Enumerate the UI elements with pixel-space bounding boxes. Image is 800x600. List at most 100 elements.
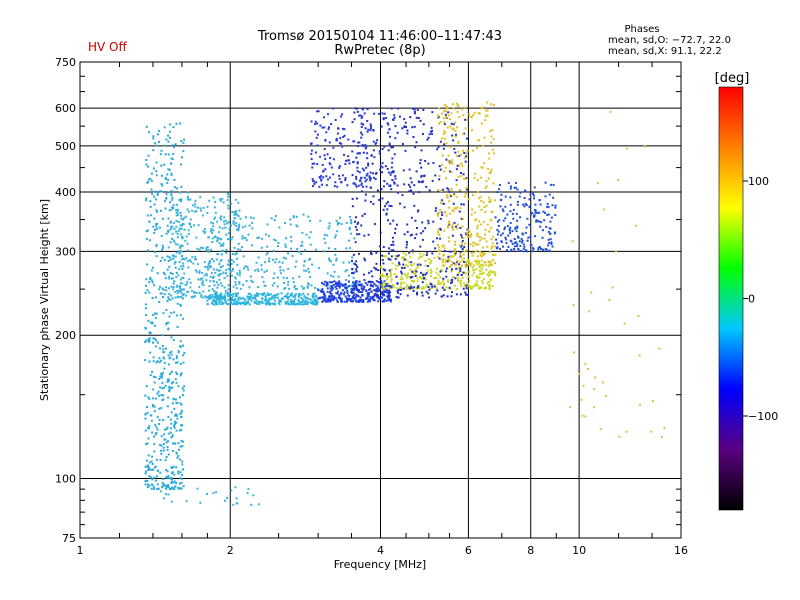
scatter-point [420,149,423,152]
scatter-point [462,218,465,221]
scatter-point [227,195,230,198]
scatter-point [335,259,338,262]
scatter-point [299,303,302,306]
scatter-point [237,229,240,232]
scatter-point [303,295,306,298]
scatter-point [354,299,357,302]
scatter-point [165,428,168,431]
scatter-point [156,416,159,419]
scatter-point [425,283,428,286]
scatter-point [149,332,152,335]
scatter-point [484,119,487,122]
scatter-point [253,295,256,298]
scatter-point [462,173,465,176]
scatter-point [458,189,461,192]
scatter-point [463,151,466,154]
scatter-point [429,287,432,290]
scatter-point [385,202,388,205]
scatter-point [323,237,326,240]
scatter-point [171,158,174,161]
scatter-point [326,234,329,237]
scatter-point [234,213,237,216]
scatter-point [170,500,173,503]
scatter-point [515,245,518,248]
scatter-point [593,388,596,391]
scatter-point [415,226,418,229]
scatter-point [509,239,512,242]
scatter-point [325,175,328,178]
scatter-point [450,122,453,125]
scatter-point [437,214,440,217]
scatter-point [148,239,151,242]
scatter-point [176,243,179,246]
scatter-point [149,278,152,281]
scatter-points [144,101,666,506]
scatter-point [350,288,353,291]
scatter-point [211,302,214,305]
scatter-point [359,283,362,286]
scatter-point [234,283,237,286]
scatter-point [365,297,368,300]
scatter-point [170,436,173,439]
scatter-point [366,157,369,160]
scatter-point [237,225,240,228]
scatter-point [223,216,226,219]
scatter-point [407,272,410,275]
scatter-point [456,206,459,209]
scatter-point [489,171,492,174]
scatter-point [509,226,512,229]
scatter-point [360,182,363,185]
scatter-point [159,386,162,389]
scatter-point [233,246,236,249]
scatter-point [392,170,395,173]
scatter-point [490,168,493,171]
y-tick-label: 600 [55,102,76,115]
scatter-point [287,280,290,283]
scatter-point [443,287,446,290]
scatter-point [330,284,333,287]
scatter-point [150,487,153,490]
scatter-point [161,481,164,484]
scatter-point [414,107,417,110]
scatter-point [352,262,355,265]
scatter-point [395,256,398,259]
scatter-point [337,127,340,130]
scatter-point [215,292,218,295]
scatter-point [399,285,402,288]
scatter-point [156,272,159,275]
scatter-point [467,258,470,261]
scatter-point [451,209,454,212]
scatter-point [163,497,166,500]
x-ticks: 1 2 4 6 8 10 16 [77,62,688,557]
scatter-point [547,244,550,247]
scatter-point [425,272,428,275]
scatter-point [394,125,397,128]
scatter-point [218,299,221,302]
scatter-point [173,280,176,283]
scatter-point [168,389,171,392]
scatter-point [387,123,390,126]
scatter-point [405,253,408,256]
scatter-point [191,209,194,212]
phase-stats-o: mean, sd,O: −72.7, 22.0 [608,35,731,46]
scatter-point [427,292,430,295]
scatter-point [222,296,225,299]
scatter-point [148,220,151,223]
scatter-point [267,301,270,304]
scatter-point [451,127,454,130]
scatter-point [219,282,222,285]
scatter-point [273,282,276,285]
scatter-point [156,487,159,490]
scatter-point [149,276,152,279]
scatter-point [513,245,516,248]
scatter-point [454,252,457,255]
scatter-point [461,276,464,279]
scatter-point [456,104,459,107]
scatter-point [440,163,443,166]
scatter-point [382,117,385,120]
scatter-point [478,139,481,142]
scatter-point [455,179,458,182]
scatter-point [261,301,264,304]
scatter-point [480,166,483,169]
